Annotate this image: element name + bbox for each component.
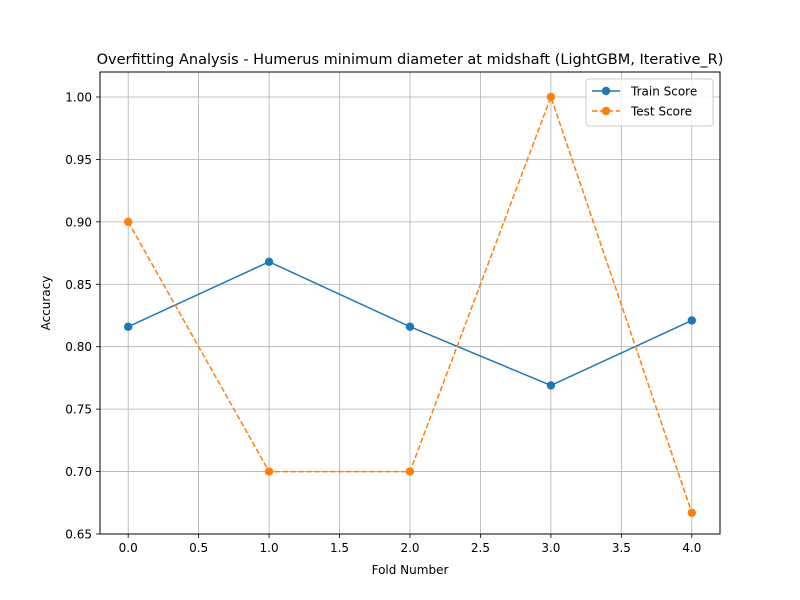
y-axis-ticks: 0.65 0.70 0.75 0.80 0.85 0.90 0.95 1.00 — [65, 90, 100, 542]
x-tick-label: 2.0 — [400, 541, 419, 555]
x-tick-label: 1.0 — [260, 541, 279, 555]
x-tick-label: 1.5 — [330, 541, 349, 555]
test-score-point — [264, 467, 274, 476]
test-score-point — [123, 217, 133, 227]
train-score-point — [123, 322, 133, 331]
y-tick-label: 0.80 — [65, 340, 92, 354]
test-score-point — [546, 92, 556, 102]
legend: Train Score Test Score — [585, 78, 714, 127]
test-score-point — [405, 467, 415, 476]
test-score-point — [687, 508, 697, 517]
legend-test-score-label: Test Score — [630, 105, 692, 119]
legend-train-score-label: Train Score — [630, 85, 697, 99]
train-score-point — [687, 316, 697, 325]
legend-test-score-marker — [601, 106, 611, 116]
y-tick-label: 0.70 — [65, 465, 92, 479]
legend-train-score-marker — [601, 86, 611, 96]
x-tick-label: 2.5 — [471, 541, 490, 555]
y-axis-label: Accuracy — [39, 276, 53, 331]
x-tick-label: 3.0 — [541, 541, 560, 555]
chart-title: Overfitting Analysis - Humerus minimum d… — [97, 52, 724, 68]
train-score-point — [264, 257, 274, 266]
x-tick-label: 4.0 — [682, 541, 701, 555]
y-tick-label: 0.65 — [65, 528, 92, 542]
x-axis-ticks: 0.0 0.5 1.0 1.5 2.0 2.5 3.0 3.5 4.0 — [119, 534, 701, 555]
x-tick-label: 0.5 — [189, 541, 208, 555]
train-score-point — [405, 322, 415, 331]
series-layer — [123, 92, 697, 517]
y-tick-label: 0.95 — [65, 153, 92, 167]
x-axis-label: Fold Number — [372, 563, 449, 577]
y-tick-label: 0.90 — [65, 215, 92, 229]
x-tick-label: 3.5 — [612, 541, 631, 555]
y-tick-label: 0.85 — [65, 278, 92, 292]
train-score-point — [546, 381, 556, 390]
x-tick-label: 0.0 — [119, 541, 138, 555]
y-tick-label: 0.75 — [65, 403, 92, 417]
y-tick-label: 1.00 — [65, 90, 92, 104]
